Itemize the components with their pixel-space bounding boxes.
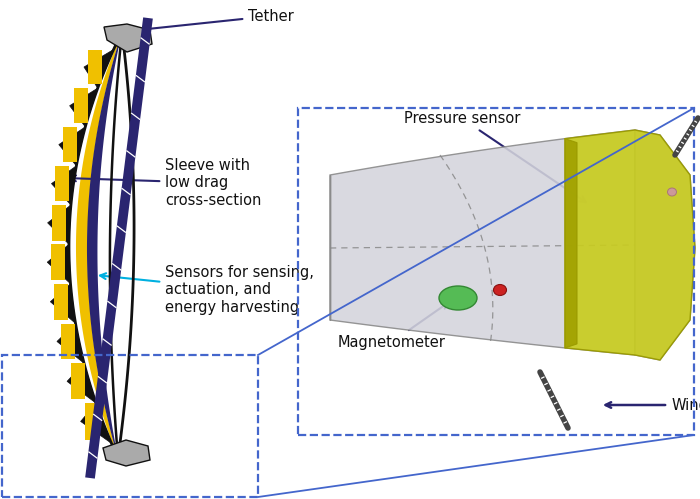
Polygon shape xyxy=(85,403,99,440)
Polygon shape xyxy=(80,403,111,443)
Ellipse shape xyxy=(494,284,507,295)
Ellipse shape xyxy=(439,286,477,310)
Polygon shape xyxy=(55,166,69,201)
Polygon shape xyxy=(87,32,122,458)
Polygon shape xyxy=(48,205,71,245)
Bar xyxy=(2,355,258,497)
Polygon shape xyxy=(330,130,635,355)
Polygon shape xyxy=(52,166,76,205)
Polygon shape xyxy=(88,50,102,84)
Polygon shape xyxy=(69,32,134,458)
Text: Sensors for sensing,
actuation, and
energy harvesting: Sensors for sensing, actuation, and ener… xyxy=(100,265,314,315)
Polygon shape xyxy=(55,284,69,319)
Polygon shape xyxy=(635,130,695,360)
Polygon shape xyxy=(48,245,71,284)
Bar xyxy=(298,108,694,435)
Text: Sleeve with
low drag
cross-section: Sleeve with low drag cross-section xyxy=(70,158,261,208)
Polygon shape xyxy=(52,205,66,241)
Polygon shape xyxy=(51,245,65,280)
Polygon shape xyxy=(74,88,88,123)
Polygon shape xyxy=(67,363,96,403)
Polygon shape xyxy=(565,139,577,348)
Polygon shape xyxy=(71,363,85,399)
Polygon shape xyxy=(59,127,85,166)
Polygon shape xyxy=(565,130,695,360)
Polygon shape xyxy=(103,440,150,466)
Text: Magnetometer: Magnetometer xyxy=(338,303,448,349)
Polygon shape xyxy=(63,127,77,162)
Polygon shape xyxy=(76,32,122,458)
Polygon shape xyxy=(50,284,76,323)
Polygon shape xyxy=(104,24,152,52)
Polygon shape xyxy=(69,88,98,127)
Text: Tether: Tether xyxy=(143,8,294,32)
Text: Wind: Wind xyxy=(672,398,700,413)
Text: Pressure sensor: Pressure sensor xyxy=(404,111,586,202)
Polygon shape xyxy=(61,323,75,359)
Ellipse shape xyxy=(668,188,676,196)
Polygon shape xyxy=(84,49,113,88)
Polygon shape xyxy=(57,323,84,363)
